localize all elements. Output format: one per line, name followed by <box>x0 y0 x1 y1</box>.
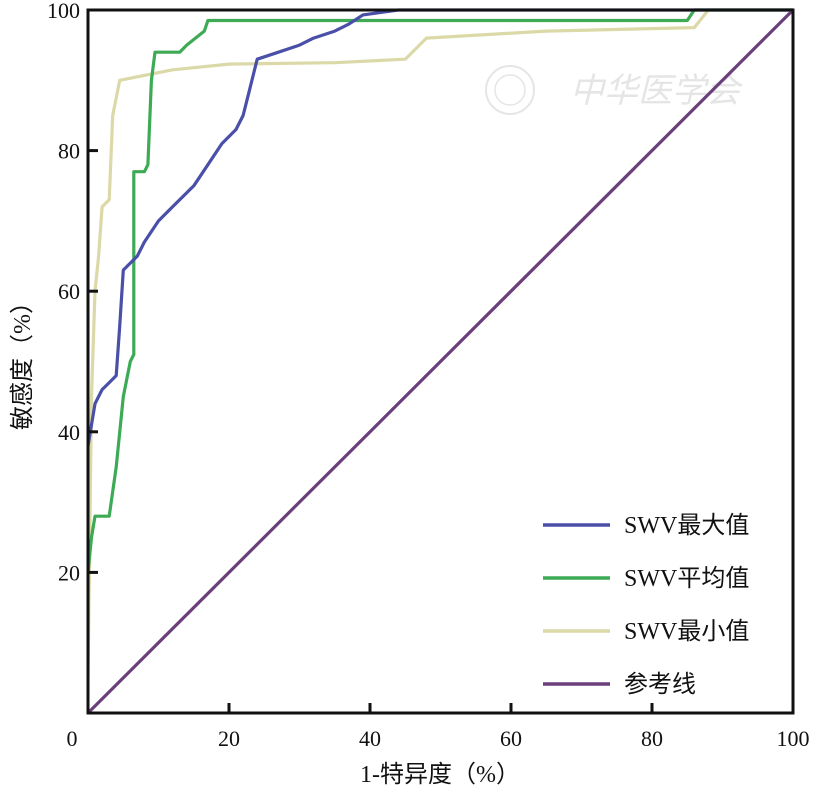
y-tick-label: 100 <box>47 0 80 23</box>
series-line-1 <box>86 8 793 447</box>
legend-label: SWV最大值 <box>624 512 749 539</box>
series-line-4 <box>86 8 795 715</box>
y-tick-label: 20 <box>58 560 80 585</box>
x-axis-label: 1-特异度（%） <box>360 761 520 788</box>
plot-frame <box>86 8 795 715</box>
x-tick-label: 0 <box>67 726 78 751</box>
y-tick-label: 60 <box>58 279 80 304</box>
series-line-2 <box>86 8 793 573</box>
x-tick-label: 80 <box>641 726 663 751</box>
x-tick-label: 20 <box>218 726 240 751</box>
watermark-text: 中华医学会 <box>570 73 744 110</box>
legend-label: SWV最小值 <box>624 618 749 645</box>
x-tick-label: 60 <box>500 726 522 751</box>
x-tick-label: 100 <box>777 726 810 751</box>
series-line-3 <box>86 8 793 678</box>
y-tick-label: 40 <box>58 420 80 445</box>
y-axis-label: 敏感度（%） <box>9 290 36 430</box>
x-tick-label: 40 <box>359 726 381 751</box>
legend-label: 参考线 <box>624 671 696 698</box>
y-tick-label: 80 <box>58 139 80 164</box>
legend-label: SWV平均值 <box>624 565 749 592</box>
watermark-seal: 中华医学会 <box>485 65 744 115</box>
